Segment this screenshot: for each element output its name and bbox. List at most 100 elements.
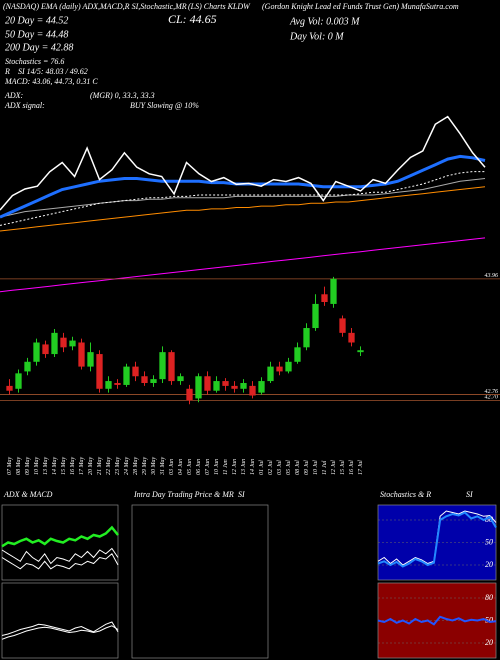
candle-body: [177, 376, 184, 382]
x-tick-label: 24 May: [123, 457, 130, 475]
series-line: [0, 186, 486, 232]
candle-body: [294, 347, 301, 362]
y-tick-label: 42.76: [485, 388, 499, 395]
candle-body: [285, 361, 292, 372]
x-tick-label: 11 Jul: [322, 460, 328, 475]
series-line: [377, 615, 497, 626]
ema-20: 20 Day = 44.52: [5, 15, 68, 26]
candle-body: [15, 373, 22, 389]
candle-body: [33, 342, 40, 362]
x-tick-label: 12 Jun: [232, 459, 238, 475]
x-tick-label: 09 May: [25, 457, 31, 475]
series-line: [0, 237, 486, 293]
y-tick-label: 50: [485, 615, 493, 624]
stochastics-value: Stochastics = 76.6: [5, 57, 64, 66]
y-tick-label: 50: [485, 537, 493, 546]
candle-body: [51, 332, 58, 355]
x-tick-label: 17 Jul: [358, 460, 364, 475]
candle-body: [6, 385, 13, 391]
x-tick-label: 07 May: [7, 457, 13, 475]
adx-label: ADX:: [4, 91, 24, 100]
candle-body: [321, 294, 328, 302]
x-tick-label: 11 Jun: [223, 459, 229, 475]
x-tick-label: 01 Jul: [259, 460, 265, 475]
candle-body: [204, 376, 211, 391]
x-tick-label: 31 May: [160, 457, 166, 476]
x-tick-label: 30 May: [151, 457, 157, 476]
series-line: [1, 547, 119, 565]
candle-body: [267, 366, 274, 382]
x-tick-label: 15 Jul: [340, 460, 346, 475]
candle-body: [195, 376, 202, 399]
candle-body: [186, 388, 193, 401]
candle-body: [339, 318, 346, 333]
y-tick-label: 80: [485, 515, 493, 524]
x-tick-label: 10 Jul: [313, 460, 319, 475]
rsi-value: SI 14/5: 48.03 / 49.62: [18, 67, 88, 76]
x-tick-label: 13 Jun: [241, 459, 247, 475]
y-tick-label: 20: [485, 638, 493, 647]
x-tick-label: 29 May: [142, 457, 148, 475]
x-tick-label: 08 May: [16, 457, 22, 475]
candle-body: [24, 361, 31, 372]
x-tick-label: 06 Jun: [196, 459, 202, 475]
x-tick-label: 04 Jun: [177, 459, 184, 475]
close-price: CL: 44.65: [168, 12, 217, 26]
panel-frame: [1, 582, 119, 659]
series-line: [1, 553, 119, 570]
header-text: (Gordon Knight Lead ed Funds Trust Gen) …: [262, 2, 459, 11]
candle-body: [231, 385, 238, 389]
ema-200: 200 Day = 42.88: [5, 42, 73, 53]
series-line: [0, 171, 485, 226]
x-tick-label: 03 Jul: [277, 460, 283, 475]
x-tick-label: 16 May: [70, 457, 76, 475]
x-tick-label: 10 Jun: [214, 459, 220, 475]
x-tick-label: 09 Jul: [304, 460, 310, 475]
candle-body: [150, 379, 157, 383]
candle-body: [258, 381, 265, 393]
candle-body: [168, 352, 175, 382]
candle-body: [222, 381, 229, 386]
x-tick-label: 08 Jul: [295, 460, 301, 475]
x-tick-label: 20 May: [88, 457, 94, 475]
macd-value: MACD: 43.06, 44.73, 0.31 C: [4, 77, 98, 86]
candle-body: [249, 385, 256, 396]
candle-body: [114, 383, 121, 385]
adx-signal: BUY Slowing @ 10%: [130, 101, 199, 110]
series-line: [0, 115, 486, 211]
x-tick-label: 28 May: [133, 457, 139, 475]
avg-volume: Avg Vol: 0.003 M: [289, 16, 360, 27]
candle-body: [348, 332, 355, 343]
x-tick-label: 14 Jun: [249, 459, 256, 475]
ema-50: 50 Day = 44.48: [5, 29, 68, 40]
y-tick-label: 42.70: [485, 394, 499, 401]
panel-frame: [1, 504, 119, 581]
y-tick-label: 20: [485, 560, 493, 569]
day-volume: Day Vol: 0 M: [289, 31, 344, 42]
x-tick-label: 22 May: [106, 457, 112, 475]
candle-body: [312, 303, 319, 329]
panel-frame: [131, 504, 269, 659]
x-tick-label: 05 Jun: [187, 459, 193, 475]
series-line: [1, 625, 119, 640]
adx-signal-label: ADX signal:: [4, 101, 45, 110]
adx-value: (MGR) 0, 33.3, 33.3: [90, 91, 155, 100]
x-tick-label: 07 Jun: [205, 459, 211, 475]
x-tick-label: 14 May: [51, 457, 58, 475]
candle-body: [96, 354, 103, 389]
candle-body: [60, 337, 67, 348]
series-line: [0, 178, 486, 218]
x-tick-label: 10 May: [34, 457, 40, 475]
candle-body: [276, 366, 283, 372]
candle-body: [159, 352, 166, 380]
x-tick-label: 13 May: [43, 457, 49, 475]
y-tick-label: 80: [485, 593, 493, 602]
candle-body: [69, 340, 76, 347]
candle-body: [105, 381, 112, 389]
header-text: (LS) Charts KLDW: [188, 2, 251, 11]
x-tick-label: 03 Jun: [169, 459, 175, 475]
candle-body: [132, 366, 139, 377]
series-line: [1, 621, 119, 636]
